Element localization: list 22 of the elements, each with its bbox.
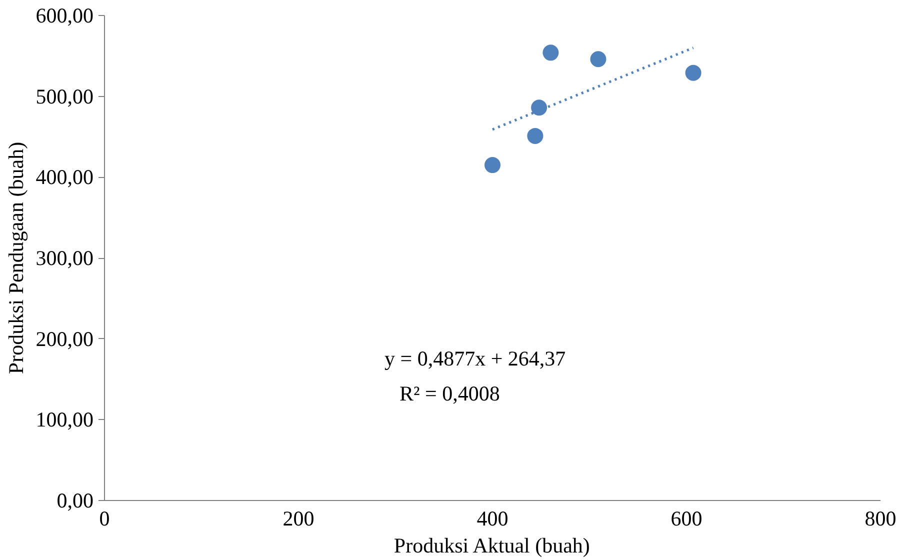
point — [527, 128, 544, 144]
point — [685, 64, 702, 81]
x-axis-title: Produksi Aktual (buah) — [394, 534, 590, 558]
x-tick-label: 600 — [670, 506, 702, 530]
y-tick-label: 500,00 — [36, 84, 94, 108]
x-tick-label: 0 — [99, 506, 110, 530]
annotation: R² = 0,4008 — [400, 382, 500, 406]
annotation: y = 0,4877x + 264,37 — [384, 346, 566, 370]
point — [590, 51, 606, 68]
y-tick-label: 600,00 — [36, 4, 94, 28]
y-tick-label: 200,00 — [36, 326, 94, 351]
y-axis-title: Produksi Pendugaan (buah) — [4, 142, 28, 374]
x-tick-label: 400 — [476, 506, 508, 530]
x-tick-label: 800 — [864, 506, 896, 530]
y-tick-label: 0,00 — [56, 488, 94, 512]
y-tick-label: 100,00 — [36, 408, 94, 432]
y-tick-label: 400,00 — [36, 165, 94, 190]
y-tick-label: 300,00 — [36, 246, 94, 270]
x-tick-label: 200 — [282, 506, 314, 530]
point — [531, 100, 548, 116]
point — [542, 44, 559, 61]
point — [484, 157, 500, 174]
